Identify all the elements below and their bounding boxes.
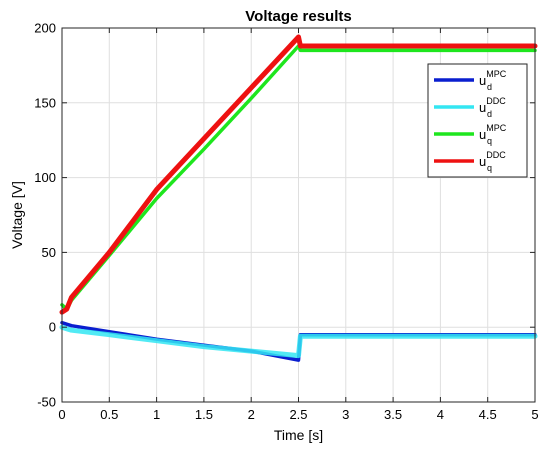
- y-axis-label: Voltage [V]: [9, 181, 25, 249]
- series-line-d-ddc: [59, 324, 538, 359]
- x-tick-label: 2.5: [289, 407, 307, 422]
- x-tick-label: 2: [248, 407, 255, 422]
- grid: [62, 28, 535, 402]
- legend-label-subscript: q: [487, 163, 492, 173]
- legend-label: uMPC: [479, 69, 507, 88]
- legend-label-subscript: q: [487, 136, 492, 146]
- legend-label-subscript: d: [487, 82, 492, 92]
- y-tick-label: 150: [34, 95, 56, 110]
- legend-label: uDDC: [479, 150, 506, 169]
- x-tick-label: 1.5: [195, 407, 213, 422]
- series-group: [59, 34, 538, 362]
- x-tick-label: 4: [437, 407, 444, 422]
- x-tick-label: 0: [58, 407, 65, 422]
- x-tick-label: 4.5: [479, 407, 497, 422]
- x-tick-label: 1: [153, 407, 160, 422]
- legend-label: uDDC: [479, 96, 506, 115]
- legend-label: uMPC: [479, 123, 507, 142]
- chart-title: Voltage results: [245, 8, 351, 25]
- legend-box: [427, 63, 528, 178]
- y-tick-label: 200: [34, 21, 56, 36]
- x-tick-label: 5: [531, 407, 538, 422]
- y-tick-label: 0: [49, 320, 56, 335]
- legend-label-subscript: d: [487, 109, 492, 119]
- x-tick-label: 3.5: [384, 407, 402, 422]
- x-tick-label: 0.5: [100, 407, 118, 422]
- x-tick-label: 3: [342, 407, 349, 422]
- series-line-q-ddc: [59, 34, 538, 315]
- y-tick-label: -50: [37, 395, 56, 410]
- y-tick-label: 50: [42, 245, 56, 260]
- x-axis-label: Time [s]: [274, 427, 323, 443]
- y-tick-label: 100: [34, 170, 56, 185]
